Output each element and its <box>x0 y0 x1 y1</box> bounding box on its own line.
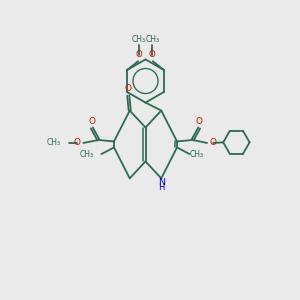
Text: CH₃: CH₃ <box>145 35 159 44</box>
Text: CH₃: CH₃ <box>190 149 204 158</box>
Text: CH₃: CH₃ <box>80 149 94 158</box>
Text: H: H <box>158 183 164 193</box>
Text: N: N <box>158 178 165 187</box>
Text: O: O <box>135 50 142 59</box>
Text: O: O <box>88 117 95 126</box>
Text: O: O <box>196 117 203 126</box>
Text: O: O <box>149 50 156 59</box>
Text: CH₃: CH₃ <box>47 138 61 147</box>
Text: O: O <box>74 138 81 147</box>
Text: CH₃: CH₃ <box>132 35 146 44</box>
Text: O: O <box>209 138 217 147</box>
Text: O: O <box>125 85 132 94</box>
